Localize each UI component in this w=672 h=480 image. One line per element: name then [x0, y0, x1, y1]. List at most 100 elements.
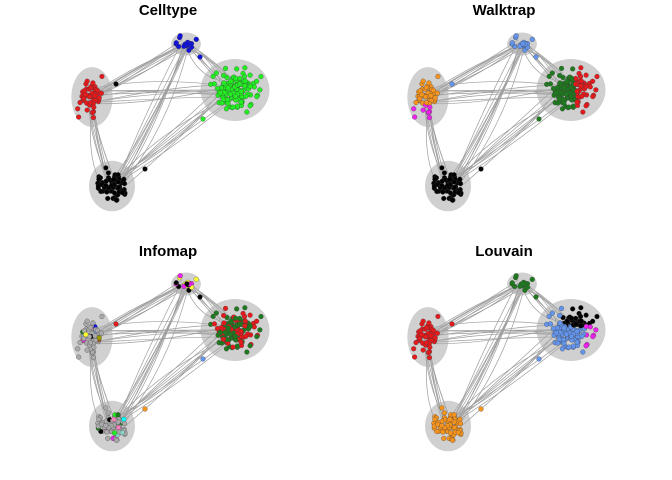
graph-node: [451, 172, 457, 178]
graph-node: [242, 318, 248, 324]
graph-node: [238, 99, 244, 105]
graph-node: [90, 349, 96, 356]
graph-node: [220, 336, 226, 342]
graph-node: [221, 320, 227, 326]
graph-node: [84, 107, 90, 113]
graph-node: [84, 78, 90, 84]
graph-node: [478, 166, 484, 172]
graph-node: [583, 312, 589, 318]
graph-node: [81, 335, 87, 342]
graph-node: [559, 106, 565, 112]
graph-node: [232, 93, 238, 99]
graph-node: [92, 93, 98, 99]
graph-node: [590, 94, 596, 100]
graph-node: [593, 87, 599, 93]
graph-node: [423, 324, 429, 331]
graph-node: [113, 81, 119, 87]
graph-node: [411, 106, 417, 112]
graph-node: [574, 88, 580, 94]
graph-node: [451, 412, 457, 418]
graph-node: [413, 340, 419, 346]
graph-node: [583, 103, 589, 109]
graph-node: [234, 306, 240, 312]
graph-node: [99, 73, 105, 80]
panel-title-celltype: Celltype: [139, 2, 197, 19]
graph-node: [87, 340, 94, 346]
graph-node: [210, 73, 216, 79]
graph-node: [81, 95, 87, 102]
graph-node: [105, 435, 111, 442]
graph-node: [558, 305, 565, 311]
graph-node: [121, 416, 127, 422]
graph-node: [578, 305, 584, 311]
node-layer: [75, 273, 264, 443]
graph-node: [412, 354, 418, 360]
graph-node: [237, 81, 243, 87]
graph-node: [228, 78, 234, 84]
graph-node: [220, 96, 226, 102]
graph-node: [254, 94, 260, 100]
graph-node: [103, 165, 109, 171]
graph-node: [420, 78, 426, 84]
graph-node: [439, 183, 445, 189]
graph-node: [111, 190, 118, 196]
graph-node: [142, 166, 148, 172]
graph-node: [423, 84, 429, 91]
graph-node: [451, 184, 457, 191]
graph-node: [247, 83, 253, 89]
graph-node: [103, 183, 109, 189]
graph-node: [242, 323, 248, 329]
graph-node: [549, 70, 555, 76]
graph-node: [419, 332, 425, 338]
graph-node: [230, 104, 236, 110]
graph-node: [513, 33, 519, 39]
graph-node: [184, 281, 190, 287]
graph-node: [217, 330, 223, 336]
graph-node: [247, 323, 253, 329]
graph-node: [447, 176, 453, 182]
graph-node: [513, 273, 519, 279]
graph-node: [96, 335, 102, 341]
graph-node: [173, 280, 179, 286]
graph-node: [439, 165, 445, 171]
graph-node: [441, 195, 447, 202]
graph-node: [115, 172, 121, 178]
graph-node: [561, 85, 567, 91]
graph-node: [213, 310, 219, 316]
graph-node: [568, 93, 574, 99]
graph-node: [254, 318, 260, 324]
graph-node: [563, 91, 569, 97]
graph-node: [573, 321, 579, 327]
graph-node: [590, 318, 596, 324]
graph-node: [258, 313, 264, 320]
graph-node: [84, 347, 90, 353]
graph-node: [247, 72, 253, 78]
graph-node: [247, 343, 253, 349]
graph-node: [75, 106, 81, 112]
graph-node: [574, 328, 580, 334]
graph-node: [457, 176, 463, 182]
graph-node: [227, 331, 233, 337]
graph-node: [557, 73, 563, 79]
graph-node: [423, 100, 430, 106]
node-layer: [411, 33, 600, 203]
graph-node: [574, 99, 580, 105]
graph-node: [427, 104, 433, 110]
graph-node: [121, 180, 128, 187]
graph-node: [574, 339, 580, 345]
graph-node: [427, 344, 433, 350]
graph-node: [420, 347, 426, 353]
graph-node: [432, 95, 438, 101]
graph-node: [233, 315, 239, 321]
graph-node: [570, 343, 576, 349]
graph-node: [119, 430, 125, 436]
graph-node: [536, 116, 542, 122]
graph-node: [580, 349, 586, 355]
graph-node: [435, 313, 441, 320]
graph-node: [254, 78, 260, 84]
graph-node: [241, 313, 248, 320]
graph-node: [594, 313, 600, 320]
graph-node: [417, 95, 423, 102]
graph-node: [217, 90, 223, 96]
